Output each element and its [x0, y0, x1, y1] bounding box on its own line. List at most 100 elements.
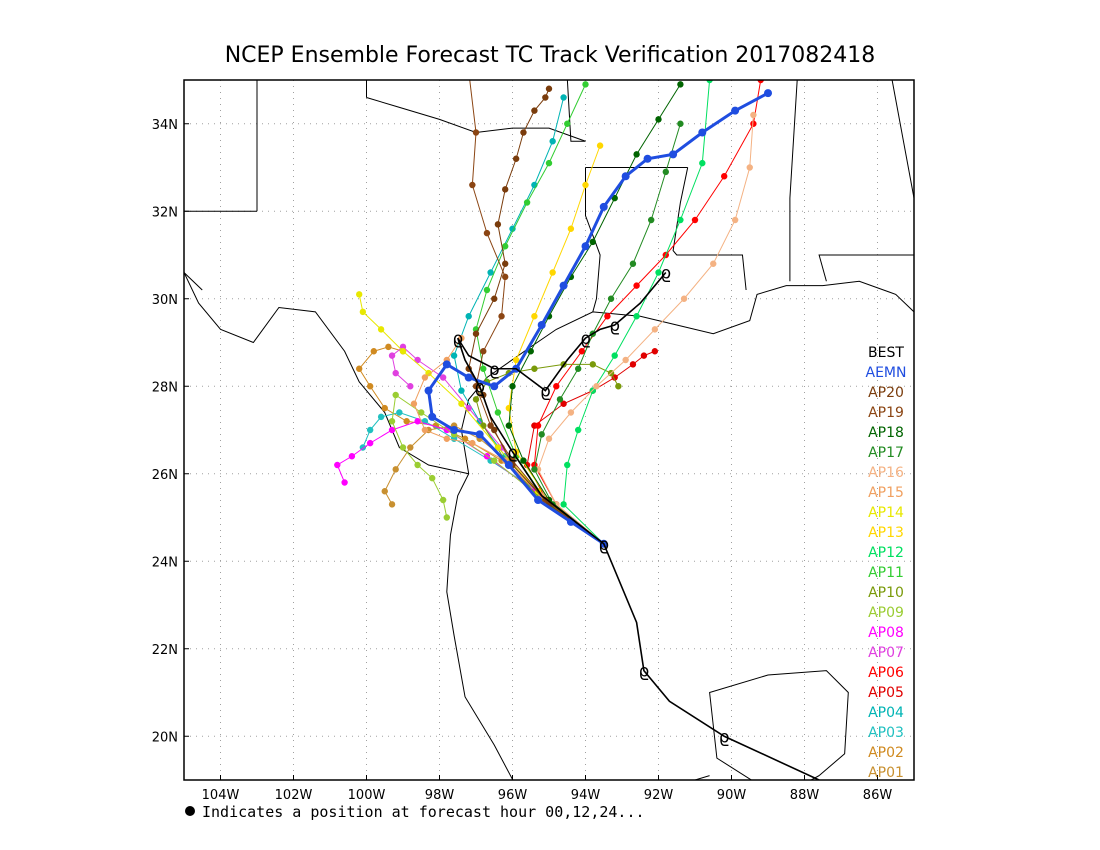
track-point-ap06	[633, 282, 640, 289]
legend-entry-ap12: AP12	[868, 545, 904, 561]
track-point-ap08	[388, 426, 396, 434]
track-line-ap17	[533, 123, 681, 545]
track-point-ap10	[472, 396, 480, 403]
track-point-ap08	[414, 418, 421, 425]
pacific-coastline	[184, 272, 203, 291]
track-line-aemn	[426, 91, 769, 545]
track-point-ap13	[512, 448, 520, 456]
track-point-ap10	[480, 422, 487, 429]
legend-entry-ap16: AP16	[868, 465, 904, 481]
x-axis-ticks: 104W 102W 100W 98W 96W 94W 92W 90W 88W 86W	[202, 775, 892, 803]
track-point-ap16	[746, 164, 753, 171]
legend-entry-ap08: AP08	[868, 625, 904, 641]
legend-entry-ap13: AP13	[868, 525, 904, 541]
y-tick-label: 24N	[152, 555, 178, 570]
y-tick-label: 30N	[152, 293, 178, 308]
track-point-ap09	[429, 474, 436, 482]
track-point-ap12	[633, 313, 640, 320]
track-point-ap18	[655, 116, 662, 123]
track-point-ap12	[560, 501, 567, 508]
track-point-ap09	[443, 514, 450, 521]
y-tick-label: 34N	[152, 118, 178, 133]
track-point-aemn	[669, 150, 678, 159]
track-point-ap04	[509, 225, 516, 232]
track-point-ap08	[334, 461, 341, 469]
track-point-ap17	[538, 431, 545, 438]
track-line-ap13	[508, 145, 605, 545]
track-point-ap03	[377, 413, 385, 421]
track-point-ap03	[366, 426, 374, 434]
track-point-aemn	[442, 360, 451, 369]
track-point-ap04	[458, 387, 465, 394]
track-point-ap12	[706, 80, 713, 84]
x-tick-label: 102W	[275, 788, 313, 803]
track-point-ap16	[710, 260, 717, 267]
track-point-ap03	[396, 409, 403, 416]
track-point-ap19	[469, 181, 476, 189]
track-point-ap19	[502, 273, 509, 281]
track-point-ap09	[414, 461, 421, 469]
legend-entry-ap18: AP18	[868, 425, 904, 441]
track-line-ap20	[468, 88, 605, 545]
track-point-ap12	[575, 426, 582, 434]
track-point-ap19	[466, 68, 472, 74]
track-point-aemn	[621, 172, 630, 181]
track-point-ap17	[575, 365, 582, 372]
track-point-ap01	[381, 488, 388, 495]
track-point-ap19	[472, 129, 480, 136]
best-track-storm-symbol: ϱ	[452, 329, 463, 349]
track-point-ap13	[567, 225, 575, 232]
track-point-ap18	[589, 238, 596, 246]
legend-entry-ap15: AP15	[868, 485, 904, 501]
track-point-ap16	[593, 383, 600, 390]
track-point-ap20	[502, 260, 509, 267]
y-tick-label: 26N	[152, 468, 178, 483]
track-point-ap17	[648, 216, 655, 224]
legend-entry-ap05: AP05	[868, 685, 904, 701]
track-point-ap07	[439, 374, 447, 381]
track-point-ap09	[392, 391, 399, 399]
track-point-ap07	[392, 369, 399, 377]
track-point-ap19	[480, 348, 487, 355]
track-point-ap11	[523, 199, 531, 206]
track-point-ap19	[483, 229, 491, 237]
track-point-ap11	[483, 286, 491, 294]
track-point-ap15	[410, 400, 418, 407]
track-point-ap17	[531, 466, 538, 473]
track-point-ap07	[388, 352, 396, 359]
track-point-aemn	[464, 373, 473, 382]
track-point-ap09	[439, 496, 447, 504]
y-tick-label: 20N	[152, 730, 178, 745]
map-frame	[183, 79, 915, 781]
track-point-ap10	[531, 365, 538, 372]
mississippi-alabama-border	[789, 80, 798, 282]
track-point-aemn	[537, 321, 546, 329]
y-axis-ticks: 20N 22N 24N 26N 28N 30N 32N 34N	[152, 118, 189, 745]
x-tick-label: 92W	[644, 788, 674, 803]
track-point-ap01	[392, 466, 399, 473]
legend-entry-ap19: AP19	[868, 405, 904, 421]
track-point-ap01	[407, 444, 414, 451]
track-point-aemn	[490, 382, 499, 391]
track-ap12	[560, 80, 713, 547]
track-point-ap17	[629, 260, 637, 267]
track-point-ap04	[549, 138, 556, 145]
track-point-ap10	[589, 361, 596, 368]
track-point-ap14	[458, 400, 465, 407]
track-point-ap06	[691, 216, 699, 224]
track-point-ap11	[545, 159, 553, 167]
track-point-ap12	[611, 352, 618, 359]
track-point-ap16	[567, 409, 575, 416]
track-point-ap07	[465, 404, 472, 412]
legend: BEST AEMN AP20 AP19 AP18 AP17 AP16 AP15 AP14 AP13…	[866, 345, 907, 781]
track-point-aemn	[698, 128, 707, 137]
track-point-ap06	[578, 348, 586, 355]
track-point-ap20	[472, 330, 480, 337]
track-point-ap07	[407, 383, 414, 390]
track-point-ap17	[607, 295, 615, 302]
track-point-ap11	[480, 365, 487, 372]
track-point-ap14	[399, 348, 407, 355]
track-point-ap04	[450, 352, 458, 359]
